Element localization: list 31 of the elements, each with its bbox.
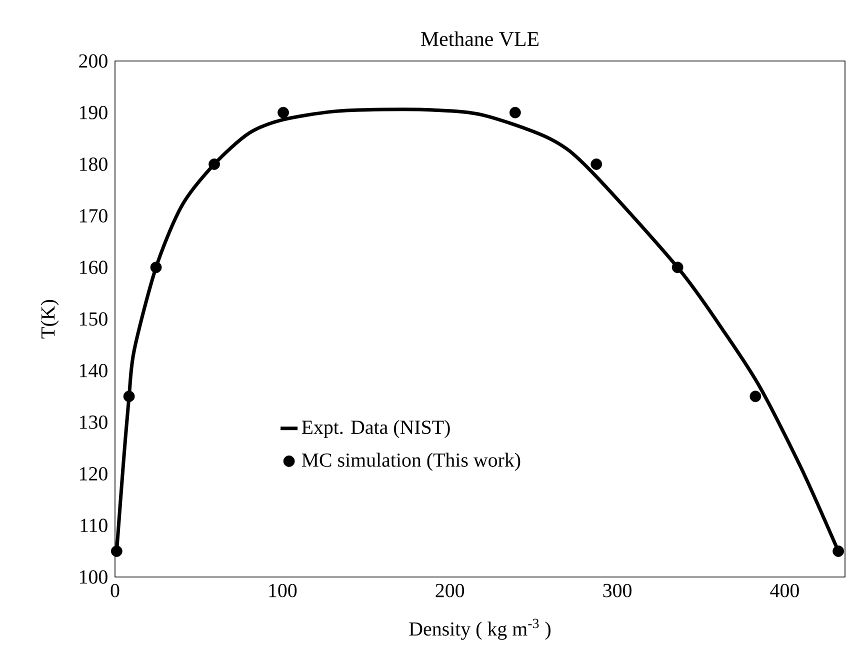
x-tick-label: 100	[269, 584, 297, 598]
y-tick-label: 160	[80, 260, 108, 274]
x-tick-label: 300	[603, 584, 632, 598]
chart-title: Methane VLE	[421, 31, 538, 46]
point	[750, 390, 762, 402]
legend-label: Expt. Data (NIST)	[302, 420, 450, 438]
legend-label: MC simulation (This work)	[302, 452, 520, 471]
point	[150, 262, 162, 274]
point	[208, 158, 220, 170]
x-tick-label: 0	[110, 584, 120, 598]
x-tick-label: 200	[436, 584, 464, 598]
point	[123, 390, 135, 402]
point	[672, 262, 684, 274]
point	[278, 106, 289, 118]
point	[509, 106, 521, 118]
y-tick-label: 130	[80, 415, 108, 429]
x-tick-label: 400	[770, 584, 799, 598]
point	[110, 546, 122, 557]
y-tick-label: 120	[80, 467, 108, 481]
y-tick-label: 190	[80, 106, 108, 120]
y-tick-label: 170	[80, 209, 108, 223]
y-axis-title: T(K)	[40, 300, 59, 339]
point	[832, 546, 844, 557]
y-tick-label: 110	[80, 518, 108, 532]
y-tick-label: 200	[79, 54, 108, 68]
y-tick-label: 180	[80, 157, 108, 171]
y-tick-label: 140	[80, 364, 108, 378]
x-axis-title: Density ( kg m$^{-3}$ )	[409, 618, 550, 640]
y-tick-label: 150	[80, 312, 108, 326]
point	[590, 158, 602, 170]
y-tick-label: 100	[80, 570, 108, 584]
